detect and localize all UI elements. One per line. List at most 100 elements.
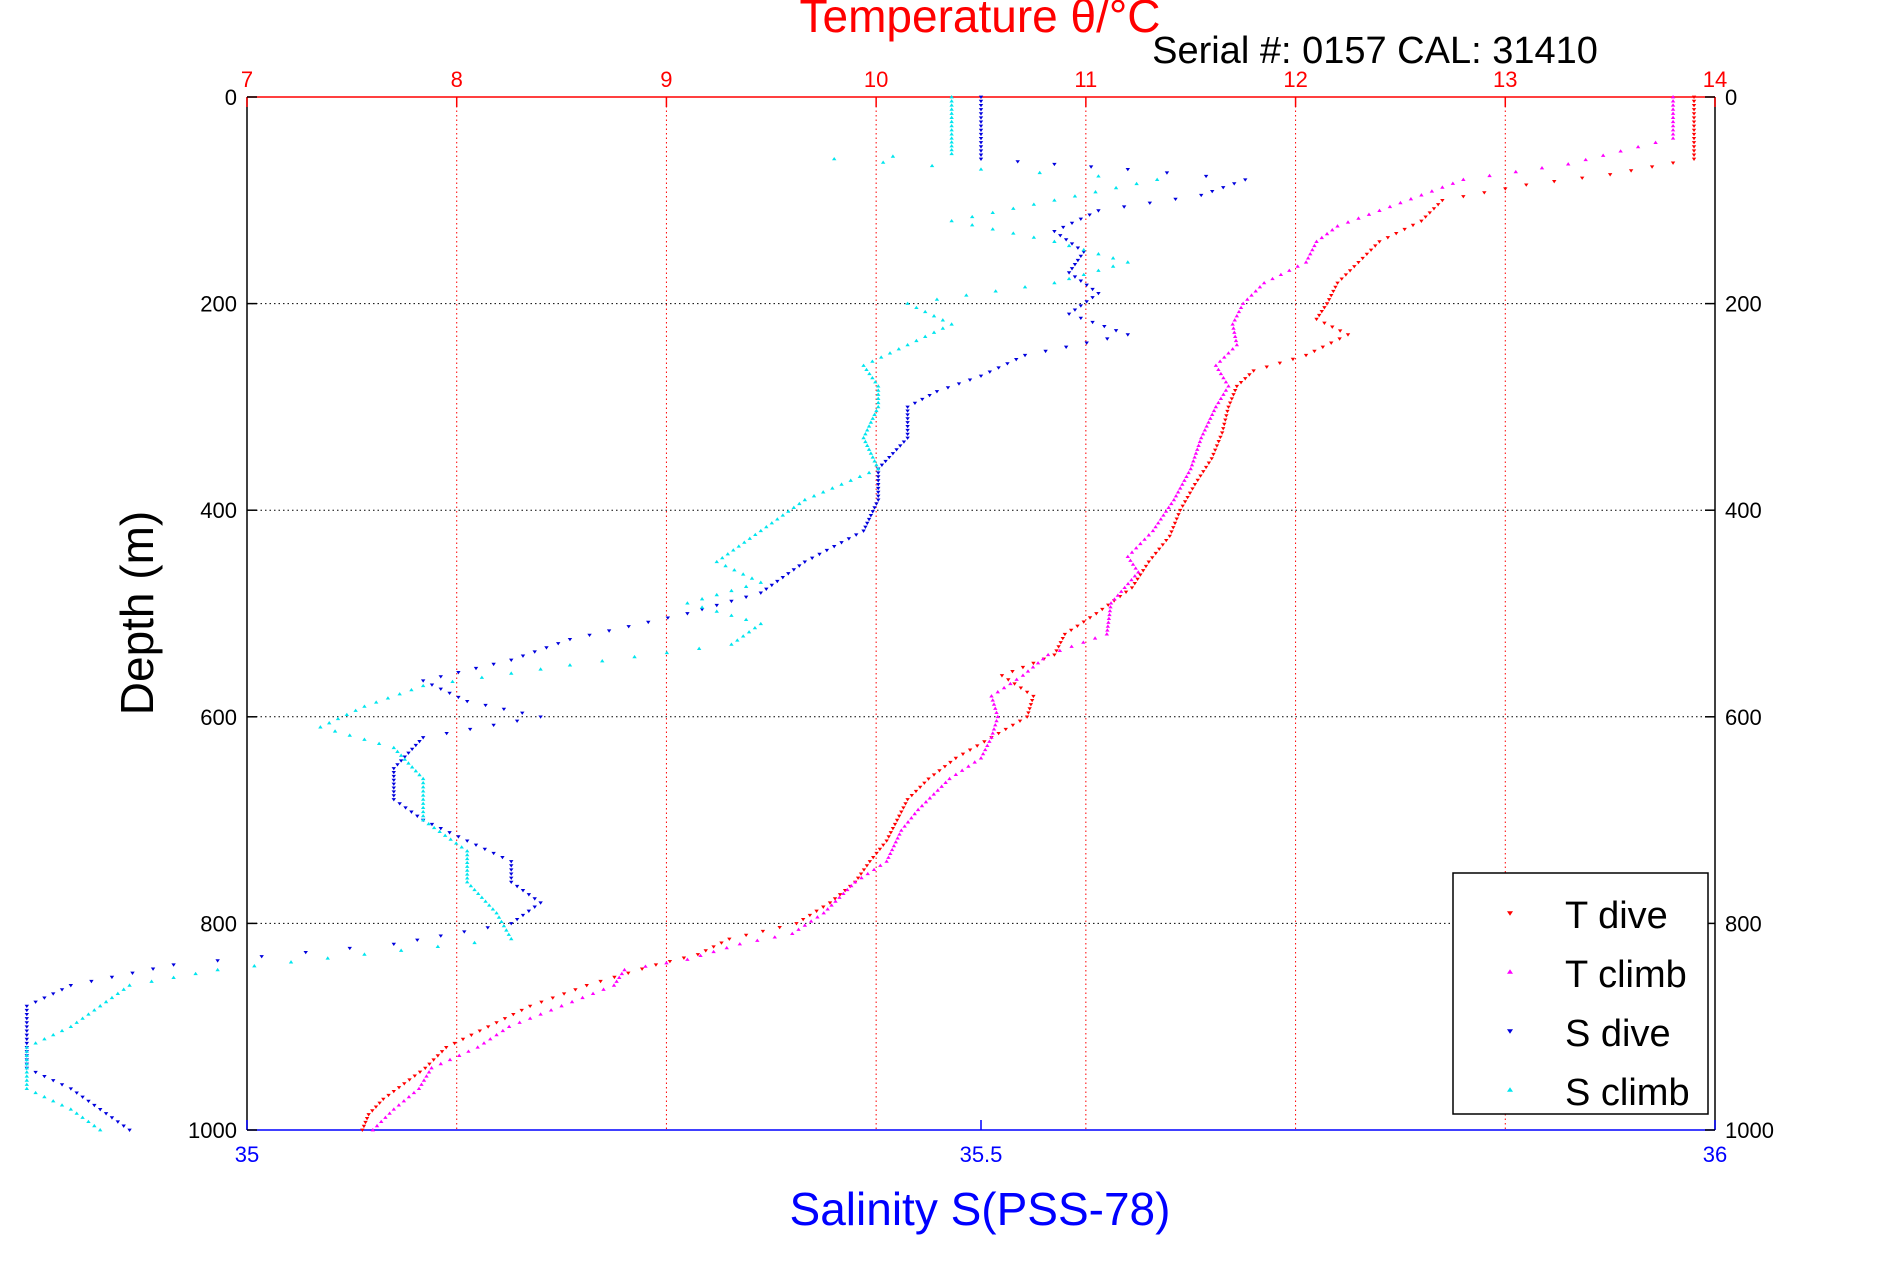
data-point	[1217, 359, 1223, 363]
data-point	[517, 1020, 522, 1024]
data-point	[452, 1041, 457, 1046]
legend-marker	[1507, 1029, 1513, 1034]
data-point	[353, 708, 358, 712]
data-point	[1670, 119, 1676, 124]
data-point	[978, 95, 984, 99]
data-point	[1171, 526, 1176, 530]
data-point	[1015, 160, 1020, 164]
data-point	[509, 872, 514, 876]
data-point	[863, 439, 868, 444]
data-point	[409, 765, 415, 769]
bottom-tick-label: 36	[1703, 1142, 1727, 1167]
data-point	[897, 814, 902, 818]
data-point	[791, 505, 797, 509]
data-point	[622, 967, 627, 972]
data-point	[397, 802, 402, 806]
data-point	[420, 776, 426, 781]
data-point	[1347, 269, 1353, 273]
data-point	[1607, 173, 1613, 177]
data-point	[1221, 427, 1226, 431]
data-point	[1653, 140, 1658, 144]
data-point	[1133, 546, 1139, 550]
data-point	[1056, 645, 1061, 649]
bottom-tick-label: 35.5	[960, 1142, 1003, 1167]
data-point	[580, 995, 585, 1000]
data-point	[481, 1041, 487, 1045]
data-point	[1670, 103, 1676, 107]
data-point	[905, 417, 910, 421]
data-point	[1164, 171, 1170, 175]
data-point	[1221, 375, 1226, 380]
data-point	[411, 1090, 417, 1095]
data-point	[373, 1105, 379, 1109]
data-point	[520, 913, 526, 918]
data-point	[931, 773, 937, 777]
data-point	[377, 1101, 382, 1105]
data-point	[1356, 216, 1361, 220]
data-point	[848, 478, 853, 482]
data-point	[473, 666, 479, 671]
right-tick-label: 0	[1725, 85, 1737, 110]
data-point	[886, 855, 891, 859]
data-point	[714, 603, 719, 608]
data-point	[98, 1004, 103, 1008]
data-point	[1229, 397, 1235, 401]
data-point	[665, 616, 671, 620]
data-point	[437, 829, 442, 834]
data-point	[409, 810, 414, 814]
data-point	[1234, 342, 1240, 347]
data-point	[303, 951, 308, 955]
data-point	[948, 760, 953, 765]
data-point	[800, 917, 806, 922]
data-point	[538, 901, 543, 905]
data-point	[978, 99, 984, 104]
data-point	[24, 1045, 29, 1049]
data-point	[1108, 605, 1113, 609]
data-point	[1335, 224, 1340, 228]
data-point	[1105, 337, 1110, 341]
data-point	[857, 474, 863, 478]
data-point	[1691, 132, 1697, 137]
data-point	[567, 638, 573, 642]
data-point	[419, 1082, 424, 1086]
data-point	[1377, 208, 1382, 212]
data-point	[695, 953, 701, 957]
data-point	[344, 712, 350, 717]
data-point	[1186, 470, 1191, 475]
data-point	[1154, 177, 1160, 181]
data-point	[532, 650, 537, 654]
data-point	[905, 405, 910, 409]
data-point	[814, 909, 819, 913]
data-point	[409, 687, 414, 692]
data-point	[937, 769, 942, 773]
data-point	[24, 1086, 29, 1090]
data-point	[1094, 612, 1099, 616]
data-point	[746, 630, 752, 634]
data-point	[429, 1066, 434, 1070]
data-point	[884, 859, 889, 863]
data-point	[1169, 501, 1174, 506]
data-point	[934, 390, 940, 394]
data-point	[1175, 490, 1181, 494]
data-point	[1052, 162, 1057, 167]
data-point	[1243, 377, 1248, 381]
data-point	[724, 945, 729, 950]
data-point	[1069, 242, 1075, 246]
data-point	[1202, 428, 1208, 432]
data-point	[1216, 440, 1221, 444]
data-point	[412, 1074, 417, 1078]
data-point	[956, 382, 962, 386]
data-point	[1010, 670, 1015, 674]
data-point	[865, 871, 870, 876]
data-point	[972, 760, 977, 764]
data-point	[1691, 124, 1697, 128]
data-point	[891, 843, 897, 848]
data-point	[703, 949, 708, 953]
data-point	[327, 721, 332, 725]
data-point	[1174, 517, 1179, 521]
data-point	[1058, 641, 1063, 645]
data-point	[995, 714, 1000, 719]
data-point	[1072, 194, 1078, 198]
data-point	[1075, 624, 1080, 628]
data-point	[33, 1090, 38, 1095]
